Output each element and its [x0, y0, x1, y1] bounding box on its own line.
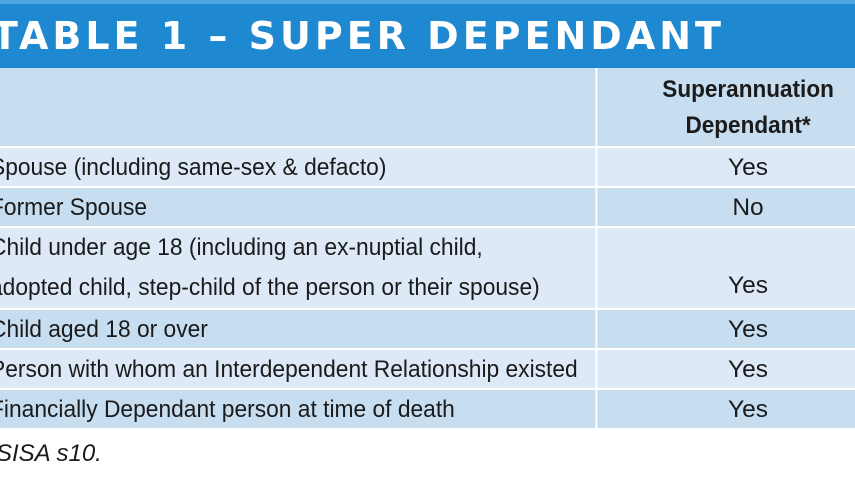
table-row: Child under age 18 (including an ex-nupt…: [0, 228, 855, 310]
table-row: Person with whom an Interdependent Relat…: [0, 350, 855, 390]
row-value: No: [732, 194, 764, 221]
footnote: SISA s10.: [0, 440, 102, 467]
row-value: Yes: [728, 396, 768, 423]
row-label: Former Spouse: [0, 188, 598, 226]
row-value: Yes: [728, 356, 768, 383]
row-label-line2: adopted child, step-child of the person …: [0, 274, 540, 301]
table-header-row: Superannuation Dependant*: [0, 68, 855, 148]
row-label: Spouse (including same-sex & defacto): [0, 148, 598, 186]
row-label: Financially Dependant person at time of …: [0, 390, 598, 428]
row-label: Child aged 18 or over: [0, 310, 598, 348]
header-value-cell: Superannuation Dependant*: [651, 68, 846, 146]
table-row: Financially Dependant person at time of …: [0, 390, 855, 430]
table-title: TABLE 1 – SUPER DEPENDANT: [0, 14, 725, 58]
header-label-cell: [0, 68, 598, 148]
header-value-line1: Superannuation: [662, 76, 834, 103]
row-label: Person with whom an Interdependent Relat…: [0, 350, 598, 388]
header-value-line2: Dependant*: [685, 112, 811, 139]
table-row: Child aged 18 or over Yes: [0, 310, 855, 350]
row-label: Child under age 18 (including an ex-nupt…: [0, 228, 598, 308]
table-title-bar: TABLE 1 – SUPER DEPENDANT: [0, 0, 855, 68]
row-value: Yes: [728, 154, 768, 181]
row-value: Yes: [728, 316, 768, 343]
row-label-line1: Child under age 18 (including an ex-nupt…: [0, 234, 483, 261]
dependant-table: Superannuation Dependant* Spouse (includ…: [0, 68, 855, 430]
table-row: Spouse (including same-sex & defacto) Ye…: [0, 148, 855, 188]
table-row: Former Spouse No: [0, 188, 855, 228]
row-value: Yes: [728, 272, 768, 299]
